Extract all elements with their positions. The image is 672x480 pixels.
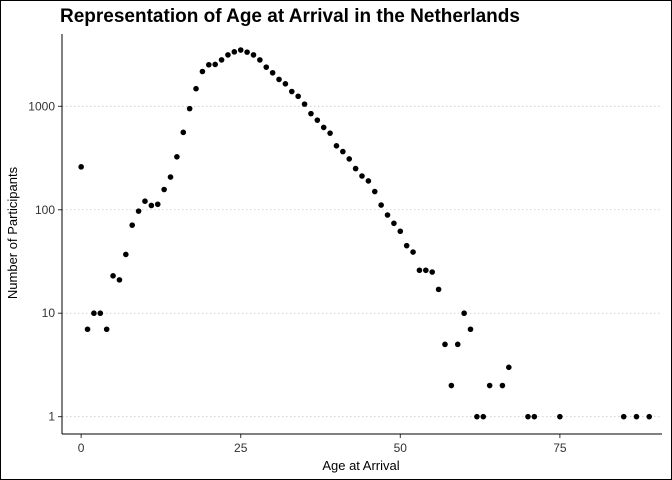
data-point <box>499 382 506 389</box>
axes: 1 10 100 1000 0 25 50 75 <box>28 34 662 455</box>
data-point <box>237 47 244 53</box>
data-point <box>620 413 627 420</box>
data-point <box>435 286 442 293</box>
data-point <box>84 326 91 333</box>
data-point <box>454 341 461 348</box>
x-tick-label: 50 <box>394 441 408 455</box>
data-point <box>116 277 123 283</box>
y-tick-label: 10 <box>42 306 56 320</box>
data-point <box>506 364 512 371</box>
y-tick-label: 100 <box>35 203 55 217</box>
x-tick-label: 0 <box>78 441 85 455</box>
data-point <box>174 154 180 160</box>
data-point <box>429 269 436 275</box>
data-point <box>295 93 301 100</box>
data-point <box>461 310 467 317</box>
data-point <box>263 64 270 70</box>
data-point <box>250 52 257 58</box>
data-point <box>480 413 487 420</box>
data-point <box>193 85 199 92</box>
data-point <box>91 310 97 317</box>
data-point <box>154 201 161 208</box>
data-point <box>416 267 423 274</box>
data-point <box>225 52 231 58</box>
y-axis-title: Number of Participants <box>5 166 20 299</box>
x-axis-title: Age at Arrival <box>322 458 399 473</box>
data-point <box>269 69 276 76</box>
data-points <box>78 47 653 420</box>
data-point <box>352 165 359 172</box>
data-point <box>378 202 384 208</box>
data-point <box>97 310 104 317</box>
x-tick-label: 75 <box>553 441 567 455</box>
data-point <box>633 413 640 420</box>
data-point <box>206 61 212 68</box>
data-point <box>448 382 455 389</box>
data-point <box>212 61 218 68</box>
data-point <box>276 76 282 83</box>
x-tick-label: 25 <box>234 441 248 455</box>
gridlines <box>62 105 662 418</box>
data-point <box>282 81 289 87</box>
data-point <box>327 130 333 136</box>
data-point <box>371 188 378 195</box>
data-point <box>486 382 493 389</box>
data-point <box>314 117 321 123</box>
data-point <box>142 198 148 205</box>
data-point <box>186 105 193 112</box>
data-point <box>410 249 416 255</box>
data-point <box>403 242 410 249</box>
data-point <box>110 272 116 279</box>
data-point <box>308 110 314 117</box>
data-point <box>333 143 340 149</box>
data-point <box>646 413 653 420</box>
data-point <box>340 148 346 155</box>
data-point <box>148 202 155 209</box>
data-point <box>359 173 365 179</box>
data-point <box>384 212 391 218</box>
data-point <box>78 164 84 170</box>
data-point <box>161 186 167 193</box>
data-point <box>467 326 474 333</box>
data-point <box>244 49 250 55</box>
y-tick-label: 1 <box>48 410 55 424</box>
data-point <box>180 129 187 136</box>
data-point <box>288 88 295 95</box>
data-point <box>103 326 110 333</box>
data-point <box>531 413 538 420</box>
data-point <box>557 413 563 420</box>
data-point <box>123 251 129 258</box>
chart-title: Representation of Age at Arrival in the … <box>60 6 520 27</box>
data-point <box>167 174 174 180</box>
data-point <box>135 208 142 214</box>
y-tick-label: 1000 <box>28 99 55 113</box>
data-point <box>397 228 404 235</box>
data-point <box>423 267 429 274</box>
data-point <box>257 57 263 63</box>
data-point <box>525 413 531 420</box>
data-point <box>231 49 238 55</box>
data-point <box>129 222 136 228</box>
data-point <box>199 68 206 75</box>
data-point <box>442 341 448 348</box>
data-point <box>320 124 327 131</box>
data-point <box>391 220 397 227</box>
data-point <box>365 178 372 184</box>
data-point <box>301 101 308 107</box>
data-point <box>474 413 480 420</box>
data-point <box>346 156 353 162</box>
data-point <box>218 57 225 63</box>
